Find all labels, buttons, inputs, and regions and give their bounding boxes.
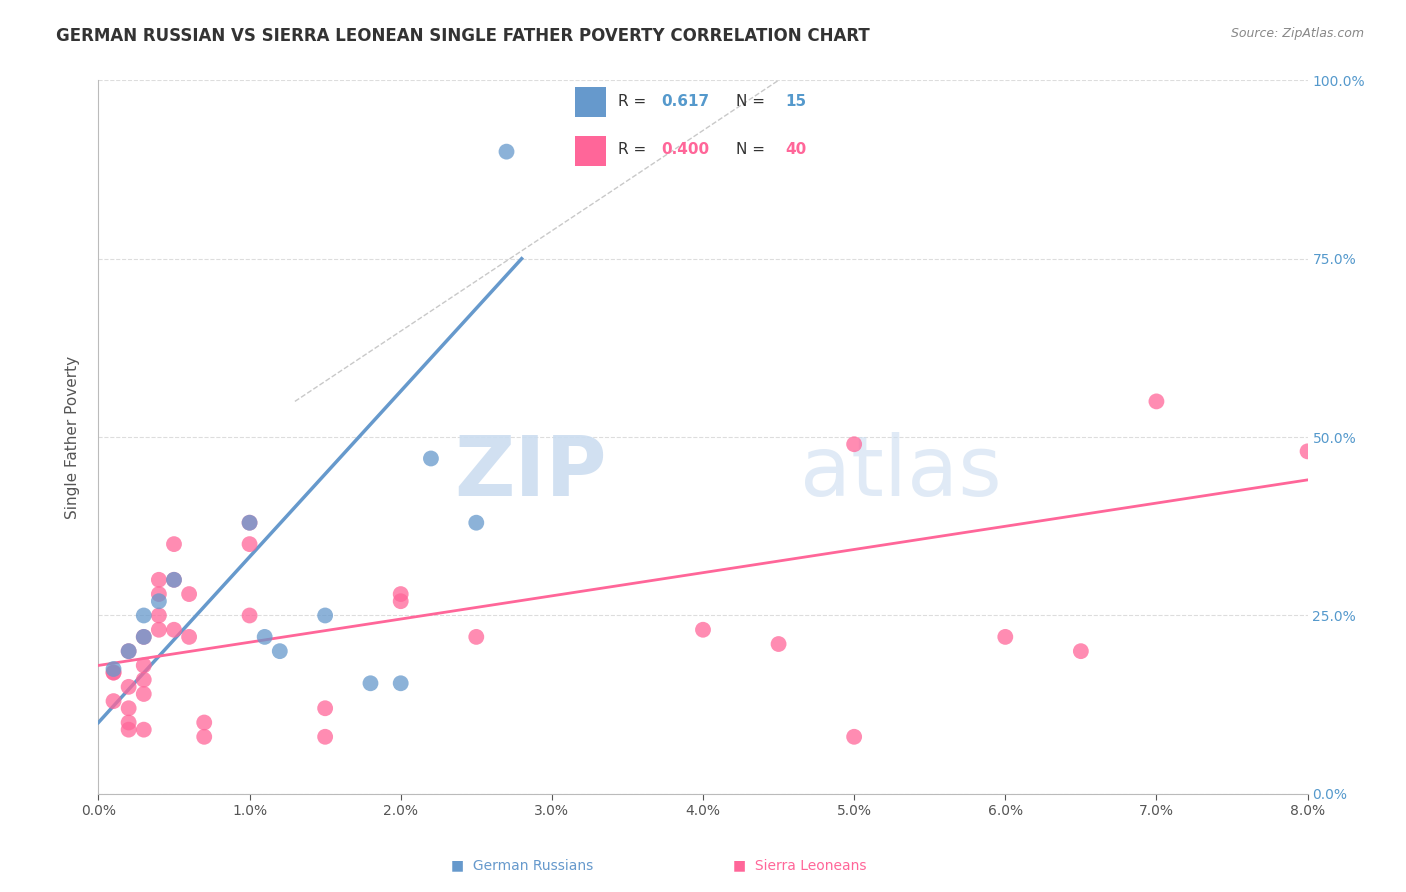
Text: atlas: atlas [800,433,1001,513]
Bar [575,87,606,118]
Point [239,516,262,530]
Text: Source: ZipAtlas.com: Source: ZipAtlas.com [1230,27,1364,40]
Text: 15: 15 [785,94,806,109]
Bar [575,136,606,166]
Point [118,644,141,658]
Point [132,723,155,737]
Y-axis label: Single Father Poverty: Single Father Poverty [65,356,80,518]
Point [239,537,262,551]
Point [103,665,125,680]
Point [239,516,262,530]
Point [844,437,866,451]
Point [132,630,155,644]
Point [132,687,155,701]
Point [132,608,155,623]
Text: ■  German Russians: ■ German Russians [450,858,593,872]
Point [1070,644,1092,658]
Point [163,573,186,587]
Point [148,623,170,637]
Point [314,730,336,744]
Text: 40: 40 [785,142,807,157]
Point [163,573,186,587]
Text: N =: N = [735,142,769,157]
Point [103,662,125,676]
Text: R =: R = [619,94,651,109]
Point [1146,394,1168,409]
Text: R =: R = [619,142,651,157]
Text: GERMAN RUSSIAN VS SIERRA LEONEAN SINGLE FATHER POVERTY CORRELATION CHART: GERMAN RUSSIAN VS SIERRA LEONEAN SINGLE … [56,27,870,45]
Point [1296,444,1319,458]
Text: N =: N = [735,94,769,109]
Point [994,630,1017,644]
Text: ZIP: ZIP [454,433,606,513]
Point [314,701,336,715]
Point [465,630,488,644]
Point [148,608,170,623]
Point [132,630,155,644]
Point [103,694,125,708]
Point [103,665,125,680]
Point [148,573,170,587]
Text: 0.617: 0.617 [661,94,710,109]
Point [389,587,412,601]
Point [768,637,790,651]
Point [465,516,488,530]
Point [420,451,443,466]
Point [118,715,141,730]
Point [844,730,866,744]
Point [495,145,517,159]
Point [193,730,215,744]
Point [132,658,155,673]
Point [253,630,276,644]
Point [389,594,412,608]
Point [132,673,155,687]
Point [239,608,262,623]
Text: 0.400: 0.400 [661,142,710,157]
Point [118,680,141,694]
Text: ■  Sierra Leoneans: ■ Sierra Leoneans [733,858,866,872]
Point [148,587,170,601]
Point [314,608,336,623]
Point [163,537,186,551]
Point [389,676,412,690]
Point [163,623,186,637]
Point [179,630,201,644]
Point [118,723,141,737]
Point [148,594,170,608]
Point [360,676,382,690]
Point [118,644,141,658]
Point [692,623,714,637]
Point [269,644,291,658]
Point [193,715,215,730]
Point [118,701,141,715]
Point [179,587,201,601]
